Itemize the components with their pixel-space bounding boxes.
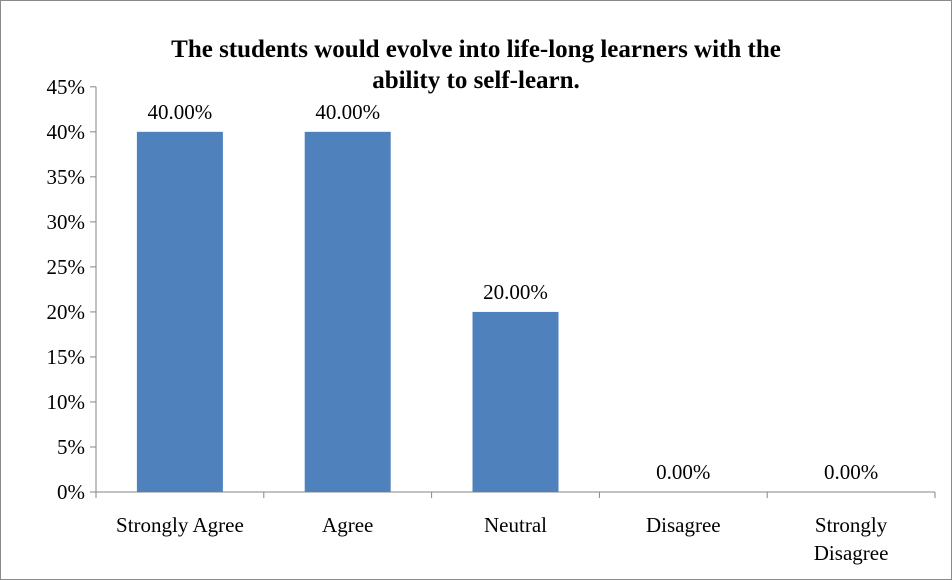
x-category-label: Strongly Agree	[116, 513, 244, 537]
y-tick-label: 5%	[57, 435, 85, 459]
x-category-label: Strongly	[815, 513, 888, 537]
chart-title-line-1: The students would evolve into life-long…	[171, 36, 781, 63]
data-label: 20.00%	[483, 280, 548, 304]
data-label: 40.00%	[148, 100, 213, 124]
y-tick-label: 0%	[57, 480, 85, 504]
y-tick-label: 10%	[47, 390, 86, 414]
y-tick-label: 20%	[47, 300, 86, 324]
y-tick-label: 25%	[47, 255, 86, 279]
data-label: 0.00%	[824, 460, 878, 484]
x-category-label: Neutral	[484, 513, 547, 537]
bar-neutral	[472, 311, 559, 492]
y-tick-label: 45%	[47, 75, 86, 99]
y-tick-label: 30%	[47, 210, 86, 234]
x-category-label: Agree	[322, 513, 373, 537]
y-tick-label: 40%	[47, 120, 86, 144]
bar-strongly-agree	[136, 131, 223, 493]
data-label: 40.00%	[315, 100, 380, 124]
chart-title-line-2: ability to self-learn.	[372, 67, 580, 94]
bar-agree	[304, 131, 391, 493]
y-tick-label: 15%	[47, 345, 86, 369]
y-tick-label: 35%	[47, 165, 86, 189]
x-category-label: Disagree	[646, 513, 721, 537]
chart-title: The students would evolve into life-long…	[0, 34, 952, 96]
x-category-label: Disagree	[814, 541, 889, 565]
data-label: 0.00%	[656, 460, 710, 484]
